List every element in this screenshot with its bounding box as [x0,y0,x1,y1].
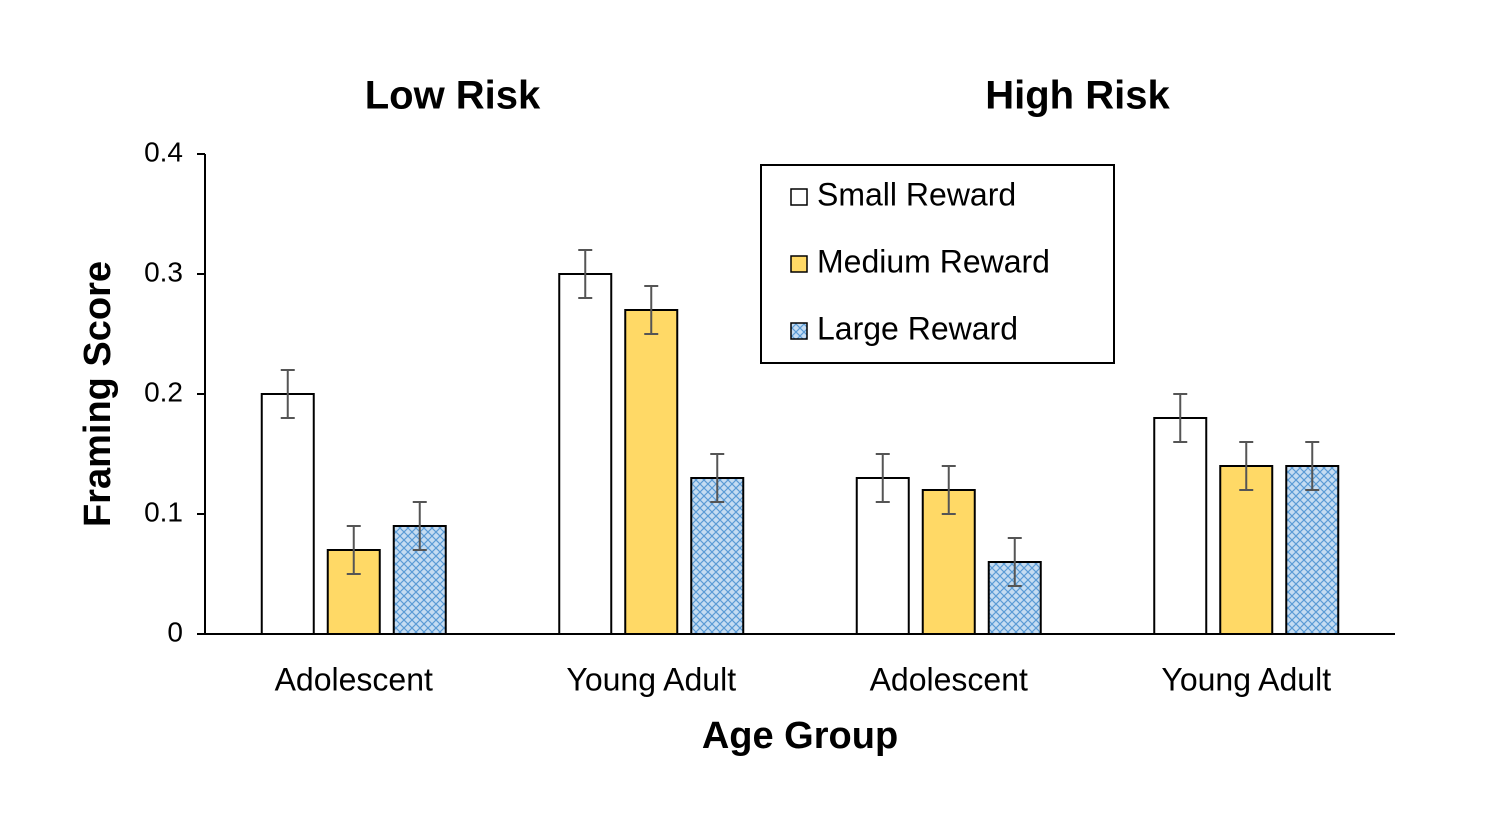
bar [260,393,315,635]
group-title: High Risk [985,74,1170,118]
bar [1285,465,1340,635]
legend-swatch [790,255,808,273]
x-tick-label: Adolescent [870,661,1028,697]
x-tick-label: Adolescent [275,661,433,697]
x-tick-label: Young Adult [1161,661,1331,697]
bar [1153,417,1208,635]
group-title: Low Risk [365,74,541,118]
legend-label: Medium Reward [817,243,1050,279]
y-tick-label: 0 [167,616,183,647]
y-tick-label: 0.4 [144,136,183,167]
y-tick-label: 0.2 [144,376,183,407]
legend-swatch [790,188,808,206]
y-axis-label: Framing Score [77,261,119,527]
legend-swatch [790,322,808,340]
bar [624,309,679,635]
x-axis-label: Age Group [702,715,898,757]
x-tick-label: Young Adult [566,661,736,697]
legend-label: Large Reward [817,310,1018,346]
bar [1219,465,1274,635]
legend-label: Small Reward [817,176,1016,212]
bar [558,273,613,635]
y-tick-label: 0.3 [144,256,183,287]
y-tick-label: 0.1 [144,496,183,527]
legend-box [760,164,1115,364]
